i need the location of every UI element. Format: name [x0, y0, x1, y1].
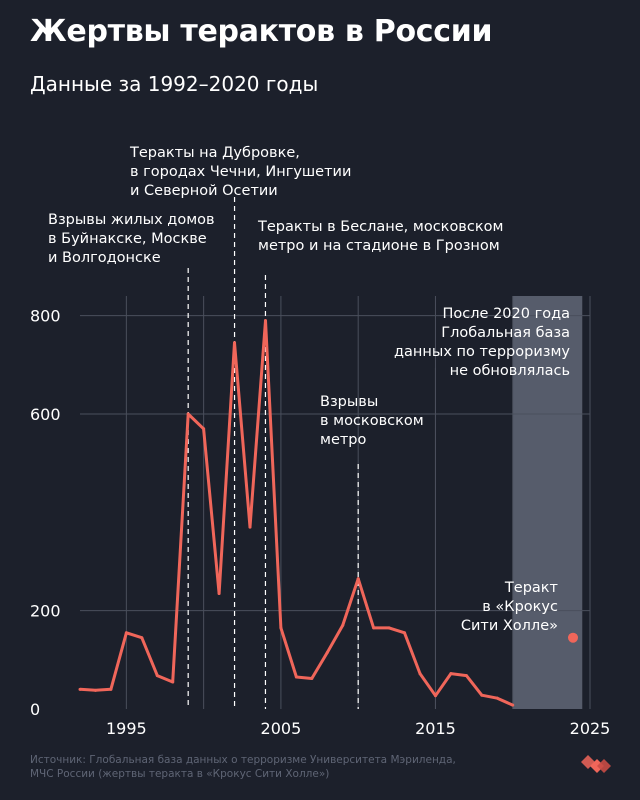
y-tick-label: 0: [30, 700, 40, 719]
annotation-text: данных по терроризму: [394, 344, 570, 360]
data-point: [495, 696, 499, 700]
annotation-text: в Буйнакске, Москве: [48, 231, 207, 247]
annotation-text: Взрывы: [320, 394, 378, 410]
data-point: [171, 680, 175, 684]
data-point: [403, 631, 407, 635]
source-line-1: Источник: Глобальная база данных о терро…: [30, 754, 456, 766]
data-point: [294, 675, 298, 679]
x-tick-label: 2005: [261, 719, 302, 738]
brand-logo-icon: [581, 755, 611, 773]
data-point: [140, 636, 144, 640]
annotation-text: в московском: [320, 413, 424, 429]
data-point: [109, 687, 113, 691]
x-tick-label: 2015: [415, 719, 456, 738]
data-point: [372, 626, 376, 630]
annotation-text: Теракты на Дубровке,: [129, 145, 300, 161]
annotation-text: и Северной Осетии: [130, 183, 278, 199]
data-point: [155, 674, 159, 678]
y-tick-label: 600: [30, 405, 61, 424]
data-point: [387, 626, 391, 630]
annotation-text: в городах Чечни, Ингушетии: [130, 164, 351, 180]
source-line-2: МЧС России (жертвы теракта в «Крокус Сит…: [30, 768, 330, 780]
chart-subtitle: Данные за 1992–2020 годы: [30, 72, 319, 96]
chart: 0 200 600 800 1995 2005 2015 2025 Взрывы жилых д…: [30, 145, 611, 738]
data-point: [464, 674, 468, 678]
x-tick-label: 1995: [106, 719, 147, 738]
annotation-text: Взрывы жилых домов: [48, 212, 215, 228]
data-point: [93, 688, 97, 692]
annotation-text: Глобальная база: [441, 325, 570, 341]
annotation-text: Теракты в Беслане, московском: [257, 219, 503, 235]
data-point: [202, 427, 206, 431]
data-point: [310, 677, 314, 681]
series-line: [79, 319, 514, 707]
data-point: [433, 694, 437, 698]
data-point: [263, 319, 267, 323]
data-point: [418, 672, 422, 676]
data-point: [217, 591, 221, 595]
crocus-label: в «Крокус: [482, 599, 558, 615]
x-tick-label: 2025: [570, 719, 611, 738]
annotation-text: не обновлялась: [450, 363, 570, 379]
data-point: [511, 703, 515, 707]
data-point: [480, 693, 484, 697]
data-point: [233, 341, 237, 345]
source-note: Источник: Глобальная база данных о терро…: [30, 753, 456, 781]
data-point: [341, 623, 345, 627]
data-point: [124, 631, 128, 635]
data-point: [279, 626, 283, 630]
y-tick-label: 800: [30, 307, 61, 326]
chart-title: Жертвы терактов в России: [30, 14, 493, 49]
crocus-point: [568, 632, 578, 643]
annotation-text: метро и на стадионе в Грозном: [258, 238, 500, 254]
data-point: [248, 525, 252, 529]
data-point: [186, 412, 190, 416]
annotation-text: и Волгодонске: [48, 250, 161, 266]
data-point: [325, 650, 329, 654]
data-point: [449, 672, 453, 676]
annotation-text: метро: [320, 432, 367, 448]
y-tick-label: 200: [30, 602, 61, 621]
annotation-text: После 2020 года: [443, 306, 570, 322]
data-point: [356, 577, 360, 581]
crocus-label: Теракт: [504, 580, 559, 596]
crocus-label: Сити Холле»: [461, 618, 558, 634]
data-point: [78, 687, 82, 691]
